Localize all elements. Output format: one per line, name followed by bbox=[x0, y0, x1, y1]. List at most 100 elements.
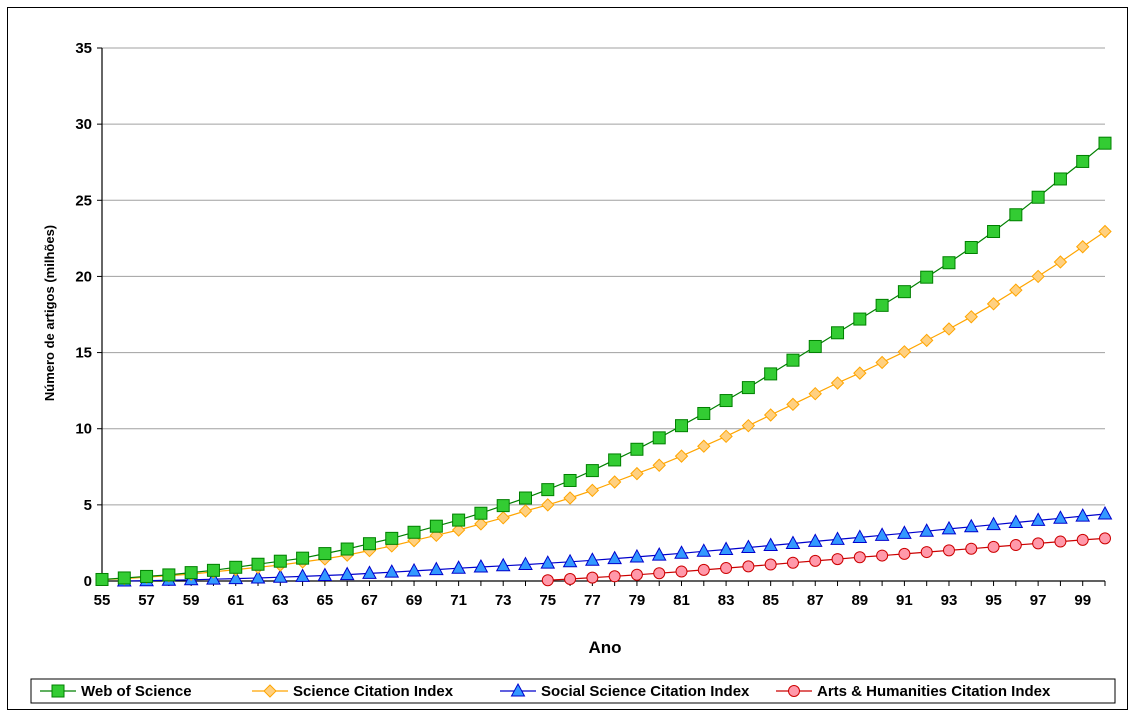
data-point bbox=[964, 310, 978, 324]
legend-marker bbox=[263, 684, 277, 698]
data-point bbox=[919, 523, 935, 537]
y-tick-label: 15 bbox=[75, 345, 92, 362]
data-point bbox=[786, 353, 800, 367]
data-point bbox=[675, 565, 688, 578]
data-point bbox=[741, 418, 756, 433]
data-point bbox=[853, 366, 867, 380]
data-point bbox=[874, 527, 890, 541]
x-tick-label: 87 bbox=[807, 592, 824, 609]
data-point bbox=[897, 525, 912, 539]
data-point bbox=[272, 569, 288, 583]
data-point bbox=[1032, 537, 1045, 550]
y-tick-label: 25 bbox=[75, 192, 92, 209]
data-point bbox=[495, 557, 511, 572]
data-point bbox=[1098, 136, 1112, 150]
data-point bbox=[718, 541, 734, 555]
data-point bbox=[809, 554, 822, 567]
data-point bbox=[362, 565, 377, 579]
x-axis-title: Ano bbox=[588, 638, 621, 657]
data-point bbox=[608, 570, 621, 583]
legend-label: Science Citation Index bbox=[293, 683, 454, 700]
series-science-citation-index bbox=[95, 224, 1112, 587]
legend-marker bbox=[51, 684, 65, 698]
x-tick-label: 63 bbox=[272, 592, 289, 609]
data-point bbox=[786, 397, 800, 412]
data-point bbox=[652, 431, 666, 445]
data-point bbox=[1076, 533, 1089, 546]
data-point bbox=[339, 566, 355, 581]
data-point bbox=[763, 408, 778, 422]
y-tick-label: 5 bbox=[84, 497, 92, 514]
data-point bbox=[942, 544, 955, 557]
data-point bbox=[474, 506, 488, 520]
data-point bbox=[496, 499, 510, 513]
data-point bbox=[852, 529, 868, 543]
data-point bbox=[1076, 154, 1090, 168]
data-point bbox=[541, 483, 555, 497]
data-point bbox=[875, 298, 889, 312]
data-point bbox=[741, 539, 756, 553]
y-tick-label: 20 bbox=[75, 268, 92, 285]
y-tick-label: 30 bbox=[75, 116, 92, 133]
data-point bbox=[140, 569, 154, 583]
data-point bbox=[964, 240, 978, 254]
data-point bbox=[897, 345, 912, 359]
data-point bbox=[807, 533, 823, 547]
x-tick-label: 81 bbox=[673, 592, 690, 609]
series-line bbox=[101, 231, 1106, 581]
data-point bbox=[429, 519, 443, 533]
x-tick-label: 89 bbox=[851, 592, 868, 609]
data-point bbox=[317, 567, 333, 582]
data-point bbox=[808, 339, 822, 353]
series-layer bbox=[95, 136, 1113, 587]
data-point bbox=[496, 511, 510, 525]
data-point bbox=[742, 560, 755, 573]
data-point bbox=[295, 568, 310, 582]
data-point bbox=[1030, 512, 1046, 526]
x-tick-label: 93 bbox=[941, 592, 958, 609]
data-point bbox=[250, 569, 266, 584]
series-line bbox=[101, 142, 1106, 581]
data-point bbox=[1053, 255, 1068, 269]
data-point bbox=[920, 546, 933, 559]
data-point bbox=[1054, 535, 1067, 548]
data-point bbox=[653, 567, 666, 580]
data-point bbox=[1075, 508, 1091, 522]
data-point bbox=[474, 517, 488, 531]
data-point bbox=[95, 572, 109, 586]
data-point bbox=[518, 556, 533, 571]
x-tick-label: 75 bbox=[539, 592, 556, 609]
data-point bbox=[1099, 532, 1111, 545]
x-tick-label: 79 bbox=[629, 592, 646, 609]
data-point bbox=[451, 560, 466, 574]
data-point bbox=[541, 574, 554, 587]
data-point bbox=[963, 518, 979, 533]
data-point bbox=[719, 394, 733, 408]
data-point bbox=[697, 439, 711, 453]
data-point bbox=[585, 552, 600, 566]
data-point bbox=[919, 333, 934, 348]
data-point bbox=[1008, 514, 1024, 529]
data-point bbox=[296, 551, 310, 565]
x-tick-label: 59 bbox=[183, 592, 200, 609]
legend-label: Social Science Citation Index bbox=[541, 683, 750, 700]
data-point bbox=[563, 491, 577, 505]
data-point bbox=[853, 312, 867, 326]
data-point bbox=[941, 520, 957, 535]
data-point bbox=[697, 406, 711, 420]
x-tick-labels: 55 57 59 61 63 65 67 69 71 73 75 77 79 81 83 85 87 89 91 93… bbox=[94, 592, 1091, 609]
x-tick-label: 91 bbox=[896, 592, 913, 609]
x-tick-label: 77 bbox=[584, 592, 601, 609]
data-point bbox=[607, 550, 622, 565]
data-point bbox=[318, 547, 332, 561]
data-point bbox=[875, 355, 889, 370]
data-point bbox=[251, 557, 265, 571]
legend-label: Arts & Humanities Citation Index bbox=[817, 683, 1051, 700]
data-point bbox=[652, 458, 666, 472]
x-tick-label: 55 bbox=[94, 592, 111, 609]
data-point bbox=[340, 542, 354, 556]
data-point bbox=[674, 545, 689, 559]
data-point bbox=[629, 548, 645, 563]
legend-marker bbox=[510, 682, 526, 697]
data-point bbox=[853, 551, 866, 564]
